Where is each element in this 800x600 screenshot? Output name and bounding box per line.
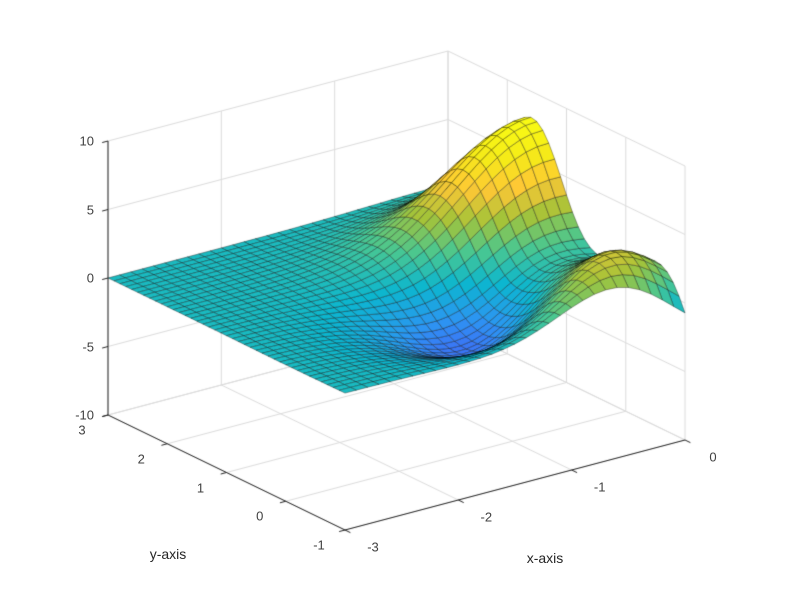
z-tick-label: 10 <box>79 133 94 149</box>
x-tick-label: -3 <box>367 539 379 555</box>
y-tick-label: 3 <box>78 422 86 438</box>
x-tick-label: -2 <box>480 509 493 525</box>
y-tick-label: 1 <box>196 480 205 495</box>
x-tick-label: 0 <box>709 449 717 465</box>
z-tick-label: -5 <box>82 339 94 354</box>
z-tick-label: 5 <box>86 202 94 217</box>
z-tick-label: -10 <box>75 407 94 423</box>
y-tick-label: 0 <box>256 508 264 524</box>
x-tick-label: -1 <box>593 479 606 495</box>
y-tick-label: 2 <box>137 451 145 467</box>
x-axis-label: x-axis <box>526 550 564 566</box>
y-axis-label: y-axis <box>149 546 187 562</box>
z-tick-label: 0 <box>86 270 94 286</box>
y-tick-label: -1 <box>313 537 325 553</box>
